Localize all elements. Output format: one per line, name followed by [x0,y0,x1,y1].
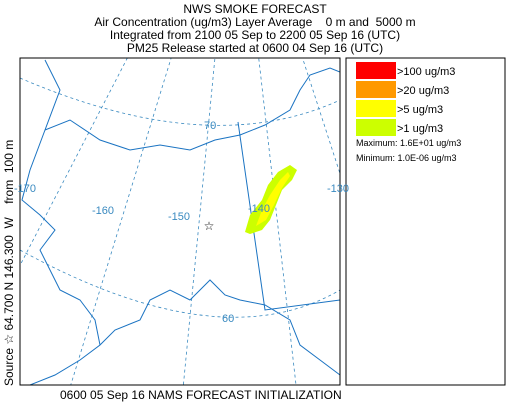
source-marker: ☆ [204,219,215,233]
footer: 0600 05 Sep 16 NAMS FORECAST INITIALIZAT… [60,388,342,402]
longitude-label: -160 [92,205,114,217]
latitude-line [20,249,340,318]
map-frame [19,57,341,386]
legend-swatch [356,119,396,136]
plume [256,172,290,226]
longitude-label: -140 [248,203,270,215]
map: ☆ [20,58,340,385]
longitude-label: -170 [14,183,36,195]
legend-label: >20 ug/m3 [397,85,449,97]
coastline [21,59,340,385]
subtitle: Air Concentration (ug/m3) Layer Average … [94,15,415,29]
longitude-line [20,58,340,385]
legend: >100 ug/m3 >20 ug/m3 >5 ug/m3 >1 ug/m3 [356,62,455,136]
legend-label: >1 ug/m3 [397,123,443,135]
maximum: Maximum: 1.6E+01 ug/m3 [356,138,461,148]
legend-swatch [356,62,396,79]
source-label: Source ☆ 64.700 N 146.300 W from 100 m [2,140,16,386]
latitude-line [20,77,340,126]
legend-frame [345,57,506,386]
longitude-label: -150 [168,211,190,223]
legend-swatch [356,100,396,117]
latitude-label: 70 [204,120,216,132]
subtitle: Integrated from 2100 05 Sep to 2200 05 S… [110,28,400,42]
legend-swatch [356,81,396,98]
legend-label: >5 ug/m3 [397,104,443,116]
latitude-label: 60 [222,313,234,325]
legend-label: >100 ug/m3 [397,66,455,78]
subtitle: PM25 Release started at 0600 04 Sep 16 (… [127,41,383,55]
longitude-labels: -170 -160 -150 -140 -130 70 60 [14,120,349,325]
longitude-label: -130 [327,183,349,195]
domain-outline [237,121,340,311]
title: NWS SMOKE FORECAST [183,2,327,16]
minimum: Minimum: 1.0E-06 ug/m3 [356,153,457,163]
